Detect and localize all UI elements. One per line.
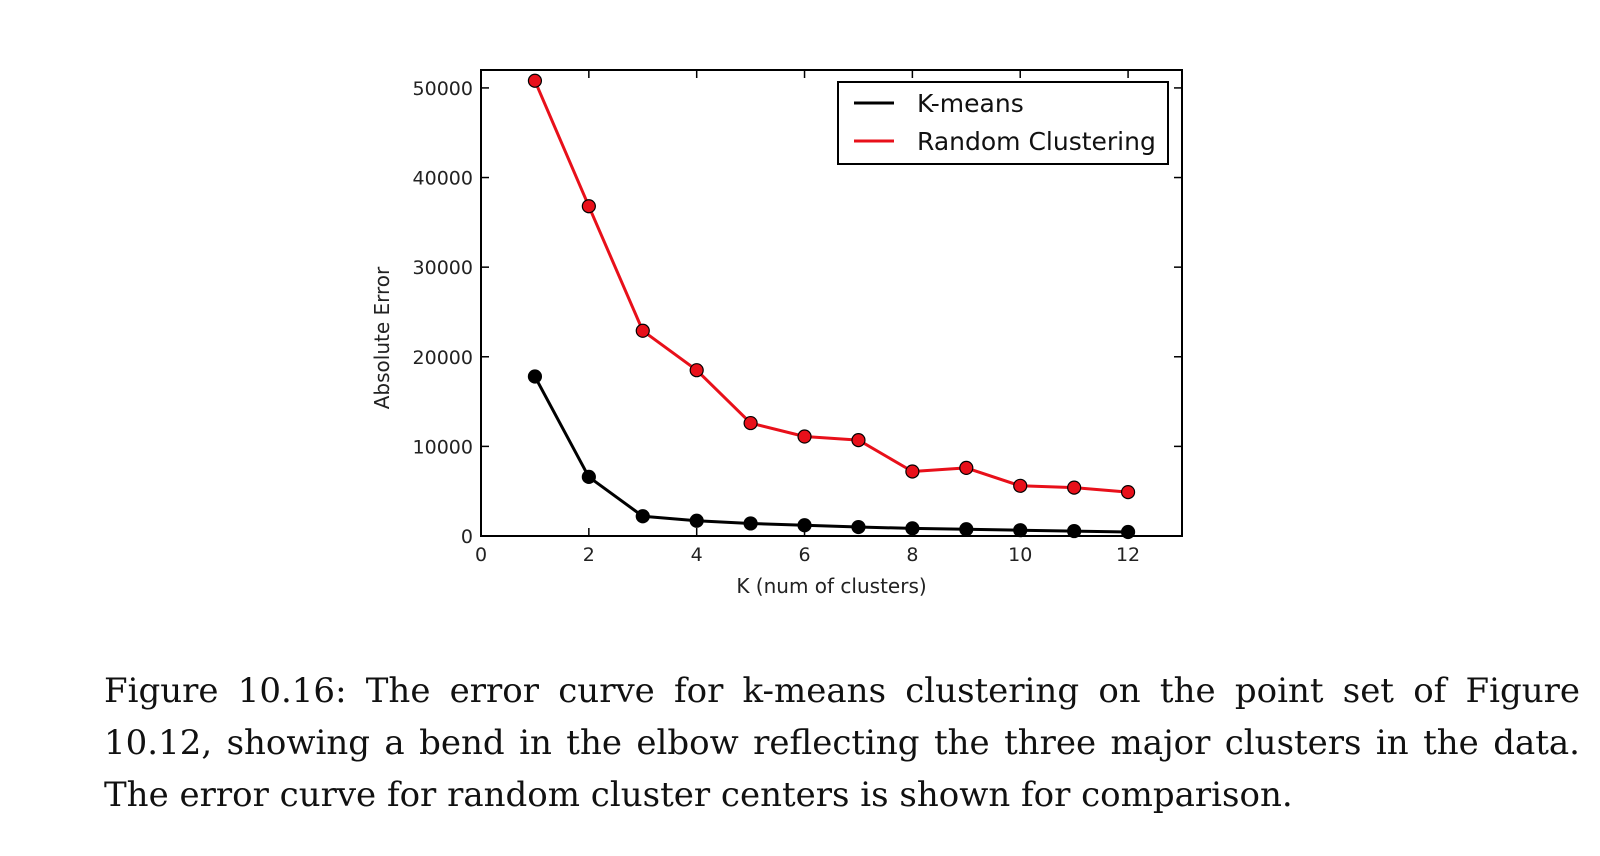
x-tick-label: 12 (1116, 544, 1140, 566)
data-point (959, 460, 974, 475)
y-tick-label: 20000 (413, 347, 473, 369)
data-point (743, 415, 758, 431)
data-point (1120, 484, 1136, 500)
data-point (689, 363, 704, 378)
x-tick-label: 0 (475, 544, 487, 566)
x-tick-label: 8 (906, 544, 918, 566)
data-point (959, 522, 974, 537)
plot-area: 0 2 4 6 8 10 12 0 10000 20000 30000 40000 50000 (413, 69, 1183, 566)
data-point (905, 464, 920, 479)
data-point (797, 429, 812, 444)
data-point (689, 513, 704, 528)
plot-frame (480, 69, 1183, 537)
series-line-1 (533, 375, 1129, 534)
y-tick-label: 30000 (413, 257, 473, 279)
y-tick-label: 40000 (413, 168, 473, 190)
y-tick-label: 0 (461, 526, 473, 548)
data-point (1067, 480, 1082, 495)
x-tick-label: 10 (1008, 544, 1032, 566)
x-tick-label: 6 (798, 544, 810, 566)
data-point (1067, 523, 1082, 539)
data-point (635, 509, 650, 524)
data-point (797, 518, 812, 533)
error-curve-chart: 0 2 4 6 8 10 12 0 10000 20000 30000 40000 50000 K (n… (370, 69, 1183, 598)
data-point (1013, 523, 1028, 538)
data-point (581, 469, 596, 484)
legend-label: Random Clustering (917, 127, 1156, 156)
data-point (1120, 524, 1136, 540)
legend-box (837, 81, 1169, 165)
x-axis-label: K (num of clusters) (736, 574, 926, 598)
legend-label: K-means (917, 89, 1024, 118)
x-tick-label: 2 (583, 544, 595, 566)
data-point (581, 199, 596, 214)
y-axis-label: Absolute Error (370, 266, 394, 409)
y-tick-label: 50000 (413, 78, 473, 100)
data-point (527, 369, 543, 384)
series-line-2 (533, 80, 1129, 494)
figure-caption: Figure 10.16: The error curve for k-mean… (104, 671, 1580, 815)
data-point (851, 433, 866, 448)
data-point (1013, 478, 1028, 493)
x-tick-label: 4 (691, 544, 703, 566)
legend: K-means Random Clustering (837, 81, 1169, 165)
data-point (527, 73, 543, 88)
data-point (743, 516, 758, 531)
data-point (905, 521, 920, 536)
data-point (635, 323, 650, 338)
data-point (851, 519, 866, 535)
y-tick-label: 10000 (413, 436, 473, 458)
